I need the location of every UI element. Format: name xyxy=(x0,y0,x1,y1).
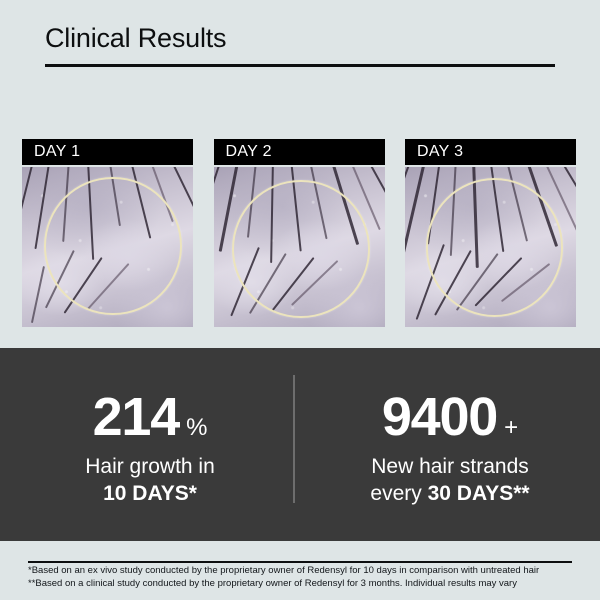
highlight-circle-day-1 xyxy=(44,176,182,315)
scalp-closeup-day-3-photo xyxy=(405,167,576,327)
day-panel-2-label: DAY 2 xyxy=(225,143,272,160)
highlight-circle-day-3 xyxy=(425,178,563,317)
stat-hair-growth-caption: Hair growth in 10 DAYS* xyxy=(85,453,215,507)
scalp-closeup-day-2-photo xyxy=(213,167,385,327)
footnote-1: *Based on an ex vivo study conducted by … xyxy=(28,565,540,576)
stat-new-strands-caption: New hair strands every 30 DAYS** xyxy=(370,453,529,507)
stat-hair-growth-unit: % xyxy=(186,413,208,441)
stat-hair-growth-caption-lead: Hair growth in xyxy=(85,454,215,478)
stats-vertical-divider xyxy=(293,375,295,503)
scalp-closeup-day-1-photo xyxy=(22,167,193,327)
highlight-circle-day-2 xyxy=(232,179,370,319)
stat-new-strands-caption-mid: every xyxy=(370,481,428,505)
day-panel-2-header: DAY 2 xyxy=(213,139,385,165)
day-panel-2: DAY 2 xyxy=(213,139,385,327)
stat-new-strands-caption-lead: New hair strands xyxy=(371,454,529,478)
statistics-band: 214 % Hair growth in 10 DAYS* 9400 + New… xyxy=(0,348,600,541)
footnote-2: **Based on a clinical study conducted by… xyxy=(28,578,517,589)
stat-new-strands-value: 9400 + xyxy=(382,389,518,445)
day-panel-1-header: DAY 1 xyxy=(22,139,193,165)
day-panel-3-header: DAY 3 xyxy=(405,139,576,165)
stat-hair-growth: 214 % Hair growth in 10 DAYS* xyxy=(0,348,300,541)
day-panel-1: DAY 1 xyxy=(22,139,193,327)
page-title: Clinical Results xyxy=(45,23,227,53)
footnote-divider xyxy=(28,561,572,563)
stat-hair-growth-caption-strong: 10 DAYS* xyxy=(103,481,197,505)
stat-new-strands-caption-strong: 30 DAYS** xyxy=(427,481,530,505)
stat-new-strands-unit: + xyxy=(504,413,519,441)
day-panel-3-label: DAY 3 xyxy=(417,143,464,160)
stat-new-strands-number: 9400 xyxy=(381,386,499,447)
stat-new-strands: 9400 + New hair strands every 30 DAYS** xyxy=(300,348,600,541)
stat-hair-growth-number: 214 xyxy=(92,386,181,447)
stat-hair-growth-value: 214 % xyxy=(93,389,208,445)
header: Clinical Results xyxy=(45,22,555,67)
day-panel-3: DAY 3 xyxy=(405,139,576,327)
footnotes: *Based on an ex vivo study conducted by … xyxy=(28,564,580,590)
day-panels: DAY 1 DAY 2 xyxy=(22,139,576,327)
day-panel-1-label: DAY 1 xyxy=(34,143,81,160)
title-divider xyxy=(45,64,555,67)
